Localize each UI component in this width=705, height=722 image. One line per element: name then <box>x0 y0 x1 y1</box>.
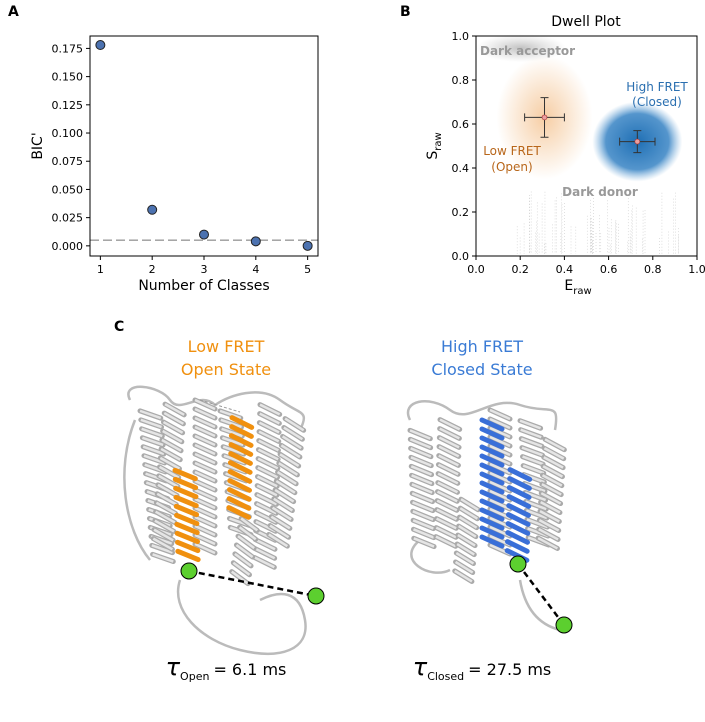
helix-highlight <box>254 403 281 569</box>
x-tick-label: 0.2 <box>511 263 529 276</box>
y-axis-label-main: S <box>425 151 441 160</box>
y-tick-label: 0.2 <box>452 206 470 219</box>
point <box>541 114 548 121</box>
dye <box>555 616 573 634</box>
x-tick-label: 4 <box>252 263 259 276</box>
state-label: Closed State <box>431 360 532 379</box>
tau-value: = 27.5 ms <box>468 660 551 679</box>
plot-area <box>476 34 683 254</box>
annotation: Low FRET <box>483 144 541 158</box>
y-tick-label: 0.150 <box>52 71 84 84</box>
x-tick-label: 0.0 <box>467 263 485 276</box>
dye <box>509 555 527 573</box>
state-label: Low FRET <box>188 337 265 356</box>
loop <box>518 579 561 632</box>
helix-highlight <box>228 416 253 519</box>
x-tick-label: 2 <box>149 263 156 276</box>
x-axis-label-sub: raw <box>573 286 591 297</box>
helix-highlight <box>481 418 503 548</box>
fret-distance <box>188 569 317 598</box>
plot-frame <box>475 35 698 257</box>
helix-highlight <box>268 417 305 548</box>
tau-subscript: Open <box>180 670 209 683</box>
x-axis-label-main: E <box>564 278 573 294</box>
y-axis-label: BIC' <box>30 132 46 159</box>
y-tick-label: 0.4 <box>452 162 470 175</box>
x-tick-label: 5 <box>304 263 311 276</box>
y-tick-label: 0.075 <box>52 155 84 168</box>
point <box>250 236 261 247</box>
plot-frame <box>89 35 319 257</box>
y-tick-label: 0.125 <box>52 99 84 112</box>
helix-highlight <box>174 469 199 561</box>
point <box>199 229 209 240</box>
dwell-time: τOpen = 6.1 ms <box>166 653 287 683</box>
annotation: (Closed) <box>632 95 682 109</box>
y-tick-label: 0.025 <box>52 212 84 225</box>
y-tick-label: 0.100 <box>52 127 84 140</box>
x-tick-label: 1.0 <box>688 263 705 276</box>
point <box>302 240 313 251</box>
annotation: Dark donor <box>562 185 638 199</box>
y-tick-label: 1.0 <box>452 30 470 43</box>
dye <box>180 562 198 580</box>
y-tick-label: 0.6 <box>452 118 470 131</box>
loop <box>406 400 558 431</box>
panel-letter: C <box>114 319 124 335</box>
point <box>634 138 641 145</box>
dye <box>307 587 325 605</box>
tau-subscript: Closed <box>427 670 464 683</box>
loop <box>176 579 307 655</box>
tau-value: = 6.1 ms <box>213 660 286 679</box>
cloud <box>476 34 566 62</box>
state-label: High FRET <box>441 337 523 356</box>
helix-highlight <box>537 438 565 550</box>
chart-title: Dwell Plot <box>551 14 621 30</box>
panel-letter: B <box>400 4 411 20</box>
x-tick-label: 3 <box>201 263 208 276</box>
x-axis-label: Number of Classes <box>138 278 269 294</box>
annotation: Dark acceptor <box>480 44 575 58</box>
point <box>95 40 106 51</box>
helix-highlight <box>506 468 531 562</box>
helix-highlight <box>231 517 259 585</box>
helix-highlight <box>519 419 550 547</box>
loop-dashed <box>199 399 241 413</box>
fret-distance <box>517 563 565 626</box>
state-label: Open State <box>181 360 271 379</box>
x-tick-label: 0.6 <box>600 263 618 276</box>
panel-letter: A <box>8 4 19 20</box>
y-axis-label-sub: raw <box>433 132 444 150</box>
annotation: High FRET <box>626 80 688 94</box>
tau-symbol: τ <box>413 653 428 681</box>
loop <box>123 419 151 561</box>
y-tick-label: 0.000 <box>52 240 84 253</box>
helix-highlight <box>194 398 216 555</box>
helix-highlight <box>409 429 435 548</box>
helix-highlight <box>435 418 461 548</box>
x-axis-label: Eraw <box>564 278 591 297</box>
helix-highlight <box>152 403 185 551</box>
loop <box>410 539 451 574</box>
annotation: (Open) <box>491 160 532 174</box>
x-tick-label: 1 <box>97 263 104 276</box>
x-tick-label: 0.8 <box>644 263 662 276</box>
dwell-time: τClosed = 27.5 ms <box>413 653 552 683</box>
y-tick-label: 0.8 <box>452 74 470 87</box>
y-tick-label: 0.175 <box>52 42 84 55</box>
helix-highlight <box>454 498 479 583</box>
y-axis-label: Sraw <box>425 132 444 159</box>
y-tick-label: 0.0 <box>452 250 470 263</box>
helix-highlight <box>489 408 511 556</box>
tau-symbol: τ <box>166 653 181 681</box>
y-tick-label: 0.050 <box>52 183 84 196</box>
protein-structures <box>123 385 573 655</box>
point <box>147 204 158 215</box>
x-tick-label: 0.4 <box>556 263 574 276</box>
